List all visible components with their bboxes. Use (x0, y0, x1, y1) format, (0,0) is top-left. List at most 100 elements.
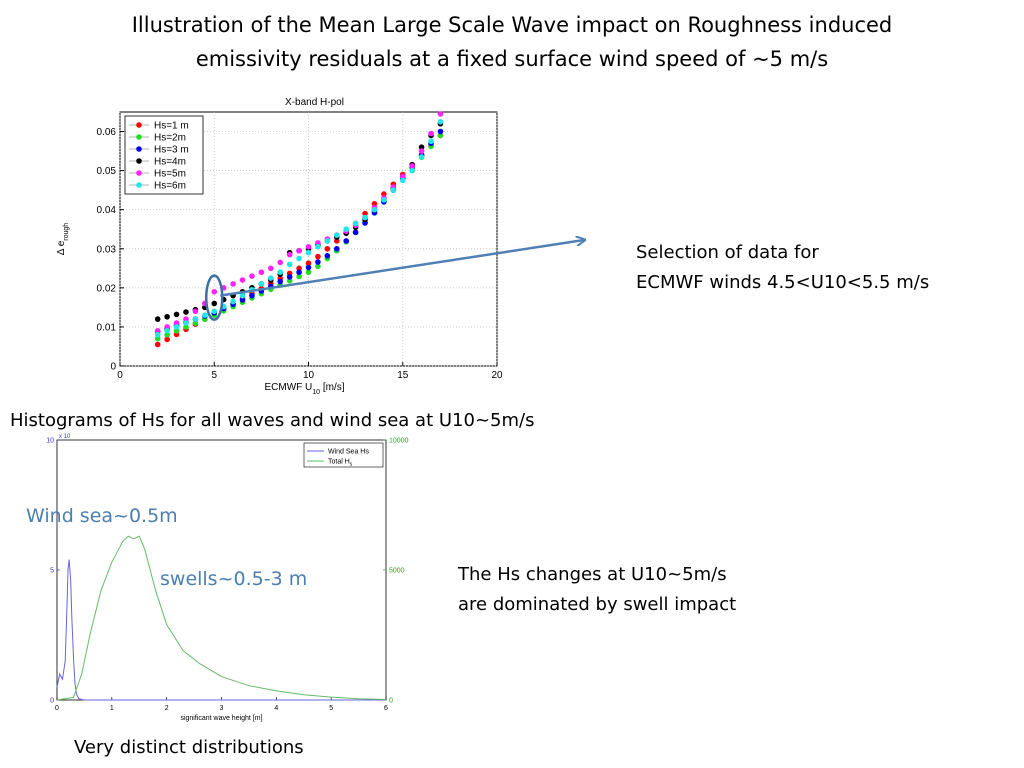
x-tick-label: 4 (274, 705, 278, 712)
data-point (258, 269, 265, 276)
data-point (315, 263, 321, 270)
data-point (239, 277, 246, 283)
legend-label: Hs=3 m (154, 145, 189, 156)
data-point (437, 132, 444, 139)
data-point (230, 281, 236, 287)
data-point (352, 229, 359, 236)
data-point (192, 308, 199, 315)
hs-note-line-2: are dominated by swell impact (458, 594, 737, 615)
data-point (305, 260, 312, 267)
y-axis-label: Δ erough (56, 223, 70, 255)
data-point (315, 259, 321, 265)
data-point (173, 311, 180, 318)
slide-title: Illustration of the Mean Large Scale Wav… (40, 8, 984, 76)
data-point (333, 245, 340, 252)
x-tick-label: 3 (220, 705, 224, 712)
data-point (324, 245, 331, 252)
x-tick-label: 5 (329, 705, 333, 712)
data-point (164, 336, 170, 343)
x-tick-label: 10 (303, 370, 315, 381)
x-tick-label: 5 (211, 370, 217, 381)
swells-annotation: swells~0.5-3 m (160, 568, 308, 590)
y-right-tick-label: 5000 (389, 568, 405, 575)
data-point (173, 328, 180, 334)
data-point (277, 259, 284, 266)
data-point (183, 316, 189, 322)
x-tick-label: 0 (117, 370, 123, 381)
y-tick-label: 0 (110, 362, 116, 373)
legend-label: Hs=6m (154, 181, 186, 192)
data-point (296, 255, 302, 262)
hs-note-line-1: The Hs changes at U10~5m/s (458, 564, 727, 585)
data-point (296, 273, 302, 280)
data-point (305, 264, 312, 271)
y-tick-label: 0.04 (97, 205, 117, 216)
x-axis-label: ECMWF U10 [m/s] (264, 382, 344, 396)
data-point (305, 269, 312, 276)
y-right-tick-label: 0 (389, 698, 393, 705)
data-point (324, 253, 331, 259)
data-point (239, 297, 246, 303)
data-point (296, 269, 302, 276)
legend-box (124, 115, 204, 195)
data-point (437, 118, 444, 125)
data-point (183, 324, 189, 330)
data-point (239, 292, 246, 299)
data-point (258, 281, 265, 287)
data-point (428, 130, 434, 137)
legend-marker (136, 122, 142, 128)
data-point (418, 148, 425, 154)
series-line (56, 559, 386, 701)
data-point (211, 288, 218, 295)
series-line (56, 535, 387, 701)
data-point (315, 240, 321, 246)
data-point (362, 210, 368, 217)
data-point (286, 251, 293, 258)
data-point (211, 308, 218, 315)
data-point (164, 324, 170, 330)
data-point (183, 320, 189, 326)
legend-label: Hs=1 m (154, 121, 189, 132)
legend-label: Wind Sea Hs (328, 449, 369, 456)
legend-marker (136, 134, 142, 140)
data-point (296, 265, 302, 272)
selection-note-line-2: ECMWF winds 4.5<U10<5.5 m/s (636, 272, 930, 293)
data-point (173, 324, 180, 330)
data-point (277, 269, 284, 276)
legend-label: Total Hs (328, 459, 353, 468)
legend-marker (136, 146, 142, 152)
data-point (333, 232, 340, 238)
data-point (277, 278, 284, 285)
data-point (164, 328, 170, 334)
data-point (154, 335, 161, 342)
data-point (371, 206, 378, 213)
data-point (211, 300, 218, 307)
data-point (154, 331, 161, 338)
y-left-tick-label: 5 (50, 568, 54, 575)
data-point (333, 238, 340, 244)
y-tick-label: 0.03 (97, 244, 117, 255)
data-point (343, 226, 350, 233)
data-point (164, 313, 170, 320)
wind-sea-annotation: Wind sea~0.5m (26, 505, 178, 527)
data-point (192, 316, 199, 322)
legend-marker (136, 170, 142, 176)
bottom-caption: Very distinct distributions (74, 737, 304, 758)
data-point (324, 238, 331, 244)
data-point (154, 341, 161, 348)
data-point (268, 265, 274, 272)
data-point (418, 154, 425, 160)
data-point (286, 261, 293, 268)
legend-label: Hs=4m (154, 157, 186, 168)
x-tick-label: 2 (165, 705, 169, 712)
legend-marker (136, 182, 142, 188)
data-point (154, 328, 161, 334)
legend-marker (136, 158, 142, 164)
data-point (362, 214, 368, 221)
legend-label: Hs=5m (154, 169, 186, 180)
x-axis-label: significant wave height [m] (180, 715, 262, 722)
data-point (183, 309, 189, 315)
title-line-1: Illustration of the Mean Large Scale Wav… (131, 13, 893, 37)
